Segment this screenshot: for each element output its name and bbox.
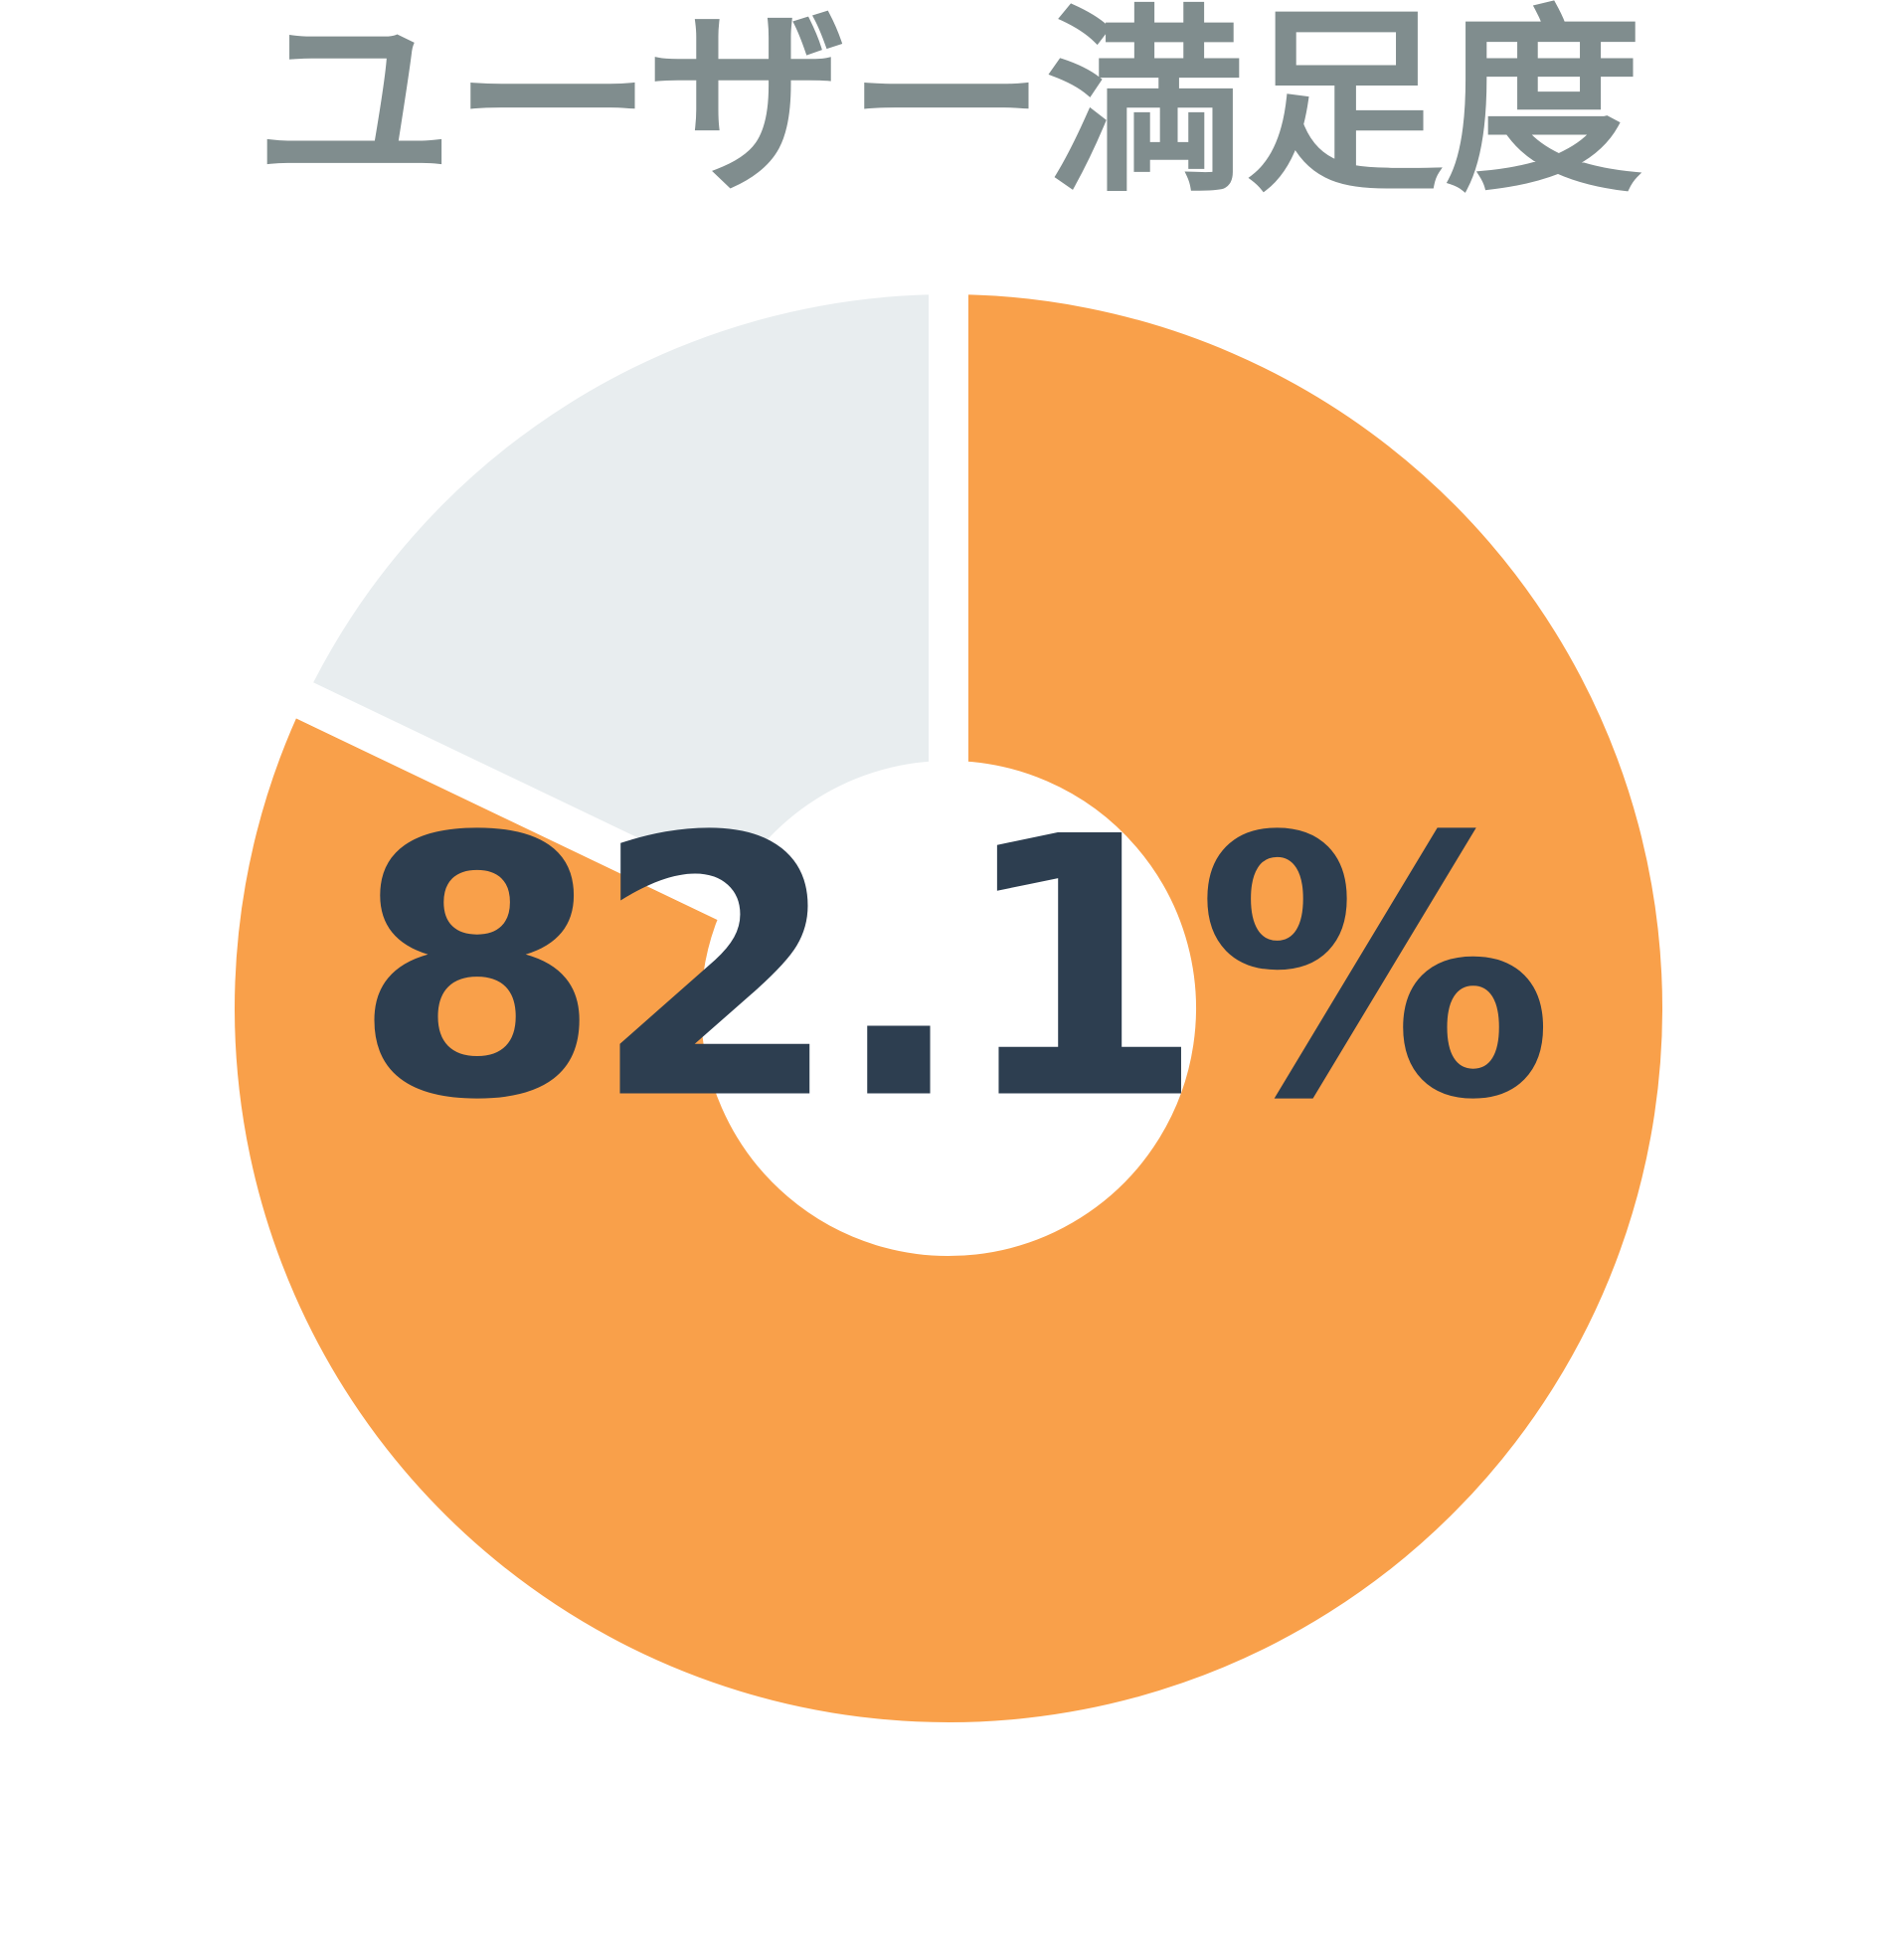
center-percent-label: 82.1% bbox=[352, 761, 1555, 1178]
donut-slice-0[interactable] bbox=[195, 254, 1702, 1762]
donut-slice-1[interactable] bbox=[259, 254, 968, 937]
chart-title: ユーザー満足度 bbox=[254, 0, 1642, 220]
